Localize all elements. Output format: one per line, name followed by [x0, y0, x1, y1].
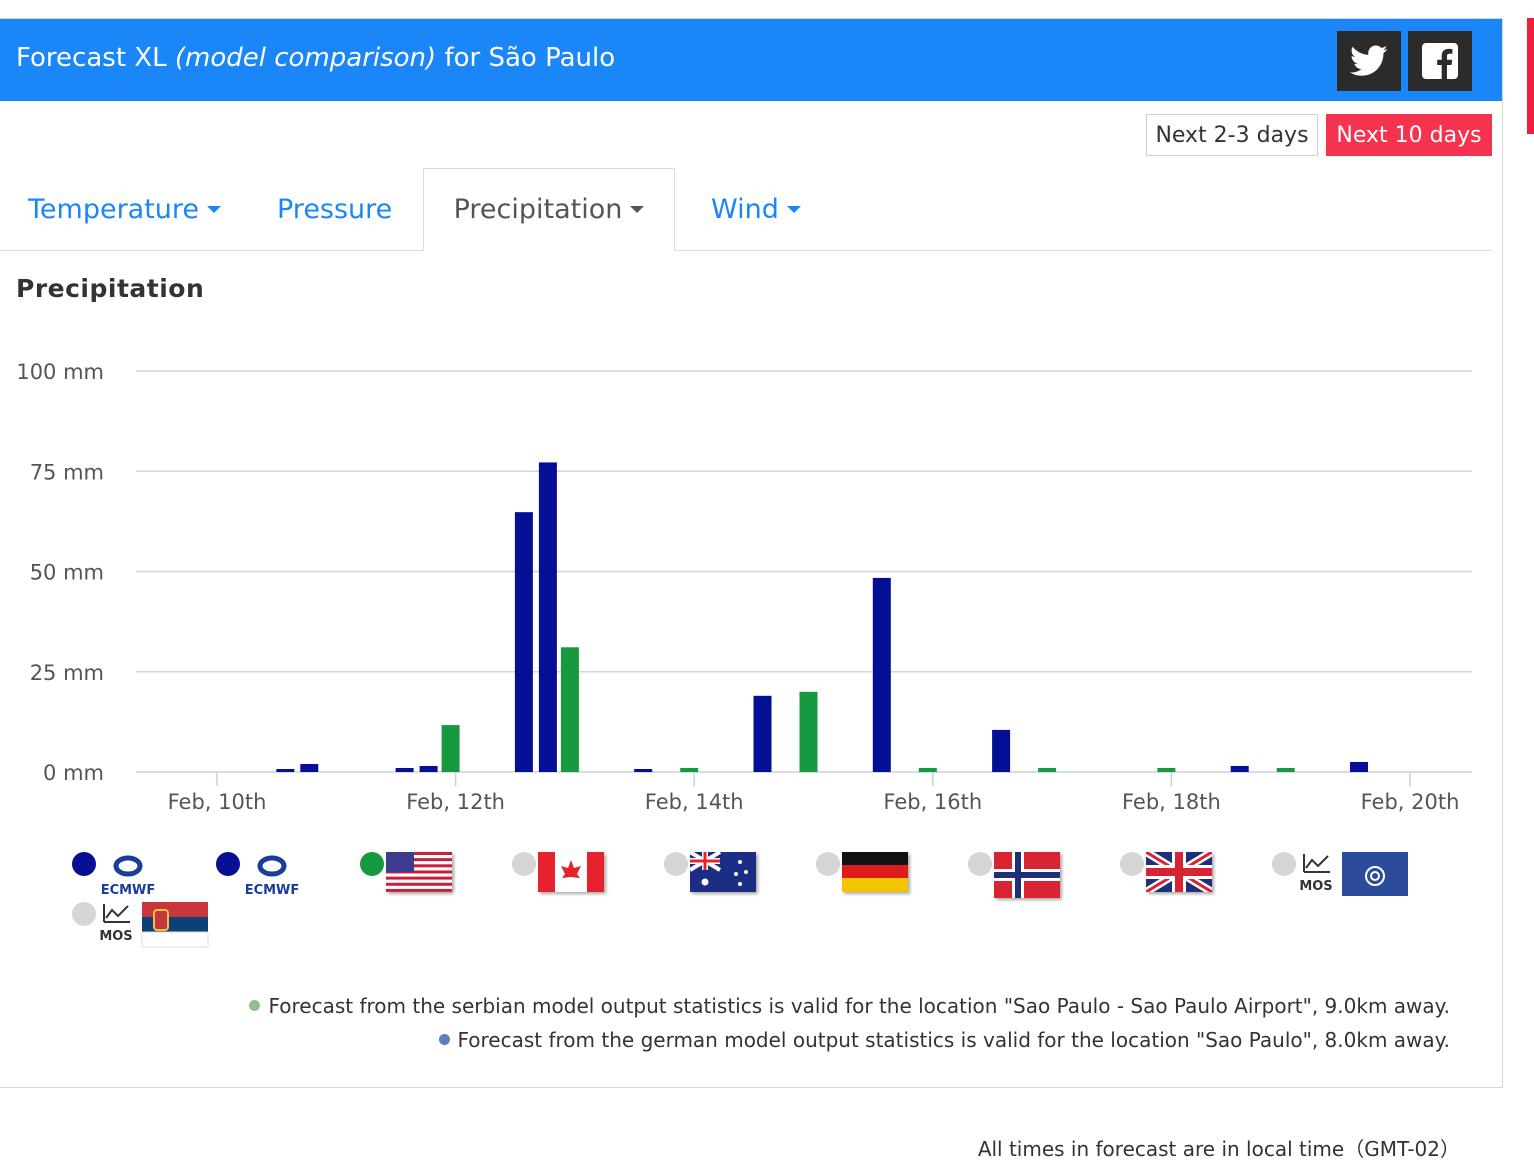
x-tick-label: Feb, 14th: [645, 790, 744, 814]
bar-gfs: [560, 647, 579, 772]
page-title: Forecast XL (model comparison) for São P…: [16, 43, 615, 73]
y-tick-label: 25 mm: [30, 661, 104, 685]
y-tick-label: 50 mm: [30, 561, 104, 585]
x-tick-label: Feb, 12th: [406, 790, 505, 814]
legend-toggle-dot[interactable]: [1120, 852, 1144, 876]
serbian-mos-note: Forecast from the serbian model output s…: [249, 994, 1450, 1018]
legend-item-australia[interactable]: [664, 850, 804, 906]
tab-temperature-label: Temperature: [28, 193, 200, 225]
bar-gfs: [680, 767, 699, 772]
legend-item-canada[interactable]: [512, 852, 652, 906]
bar-ecmwf: [538, 462, 557, 772]
legend-item-serbia-mos[interactable]: MOS: [72, 902, 212, 956]
legend-toggle-dot[interactable]: [72, 852, 96, 876]
bar-gfs: [1157, 767, 1176, 772]
tab-bar: Temperature Pressure Precipitation Wind: [0, 168, 1492, 251]
tab-pressure[interactable]: Pressure: [277, 168, 392, 250]
legend-item-ecmwf[interactable]: ECMWF: [72, 852, 212, 906]
ecmwf-logo-icon: ECMWF: [98, 852, 168, 902]
tab-temperature[interactable]: Temperature: [28, 168, 222, 250]
australia-flag-icon: [688, 850, 756, 896]
tab-wind[interactable]: Wind: [711, 168, 801, 250]
twitter-icon: [1350, 45, 1388, 76]
next-10-days-button[interactable]: Next 10 days: [1326, 114, 1492, 156]
legend-item-ecmwf[interactable]: ECMWF: [216, 852, 356, 906]
bar-ecmwf: [276, 769, 295, 772]
bar-gfs: [441, 725, 460, 772]
legend-item-dwd-mos[interactable]: MOS: [1272, 852, 1412, 906]
twitter-share-button[interactable]: [1337, 31, 1401, 91]
forecast-card: Forecast XL (model comparison) for São P…: [0, 18, 1503, 1088]
legend-toggle-dot[interactable]: [816, 852, 840, 876]
legend-toggle-dot[interactable]: [512, 852, 536, 876]
y-tick-label: 75 mm: [30, 460, 104, 484]
legend-item-germany[interactable]: [816, 852, 956, 906]
ecmwf-logo-icon: ECMWF: [242, 852, 312, 902]
bar-ecmwf: [395, 767, 414, 772]
caret-down-icon: [786, 205, 801, 213]
legend-item-usa[interactable]: [360, 852, 500, 906]
y-tick-label: 100 mm: [16, 360, 104, 384]
title-italic: (model comparison): [174, 43, 437, 73]
mos-dwd-icon: MOS: [1298, 852, 1410, 902]
norway-flag-icon: [994, 852, 1060, 902]
svg-text:MOS: MOS: [99, 929, 132, 944]
bar-ecmwf: [419, 765, 438, 772]
legend-toggle-dot[interactable]: [360, 852, 384, 876]
legend-toggle-dot[interactable]: [968, 852, 992, 876]
svg-text:MOS: MOS: [1299, 879, 1332, 894]
legend-item-uk[interactable]: [1120, 848, 1260, 906]
y-tick-label: 0 mm: [43, 761, 104, 785]
chart-title: Precipitation: [16, 274, 205, 303]
facebook-share-button[interactable]: [1408, 31, 1472, 91]
bar-gfs: [918, 767, 937, 772]
bar-ecmwf: [872, 577, 891, 772]
bar-gfs: [1038, 767, 1057, 772]
tab-pressure-label: Pressure: [277, 193, 393, 225]
precipitation-chart: 0 mm 25 mm 50 mm 75 mm 100 mm Feb, 10th Feb, 1…: [16, 360, 1472, 814]
uk-flag-icon: [1143, 848, 1215, 896]
bar-ecmwf: [992, 729, 1011, 772]
next-2-3-days-button[interactable]: Next 2-3 days: [1146, 114, 1318, 156]
bar-gfs: [1276, 767, 1295, 772]
x-tick-label: Feb, 10th: [168, 790, 267, 814]
x-tick-label: Feb, 18th: [1122, 790, 1221, 814]
bar-ecmwf: [1230, 765, 1249, 772]
svg-text:ECMWF: ECMWF: [245, 883, 300, 898]
timezone-note: All times in forecast are in local time（…: [977, 1137, 1460, 1161]
note-text: Forecast from the serbian model output s…: [268, 994, 1450, 1018]
tab-precipitation[interactable]: Precipitation: [423, 168, 675, 251]
legend-toggle-dot[interactable]: [72, 902, 96, 926]
note-dot: [438, 1034, 450, 1045]
bar-gfs: [799, 691, 818, 772]
bar-ecmwf: [753, 695, 772, 772]
caret-down-icon: [630, 206, 645, 213]
legend-toggle-dot[interactable]: [1272, 852, 1296, 876]
legend-item-norway[interactable]: [968, 852, 1108, 906]
bar-ecmwf: [1350, 761, 1368, 772]
germany-flag-icon: [842, 852, 908, 896]
title-suffix: for São Paulo: [444, 43, 616, 73]
tab-wind-label: Wind: [711, 193, 779, 225]
svg-text:ECMWF: ECMWF: [101, 883, 156, 898]
caret-down-icon: [207, 205, 222, 213]
german-mos-note: Forecast from the german model output st…: [438, 1028, 1451, 1052]
note-dot: [249, 1000, 261, 1011]
facebook-icon: [1422, 43, 1458, 79]
title-prefix: Forecast XL: [16, 43, 167, 73]
canada-flag-icon: [538, 852, 604, 896]
mos-serbia-icon: MOS: [98, 902, 210, 954]
bar-ecmwf: [514, 512, 533, 772]
bar-ecmwf: [300, 763, 319, 772]
x-tick-label: Feb, 20th: [1361, 790, 1460, 814]
usa-flag-icon: [386, 852, 452, 896]
legend-toggle-dot[interactable]: [216, 852, 240, 876]
tab-precipitation-label: Precipitation: [453, 194, 623, 225]
note-text: Forecast from the german model output st…: [457, 1028, 1451, 1052]
legend-toggle-dot[interactable]: [664, 852, 688, 876]
header-bar: Forecast XL (model comparison) for São P…: [0, 19, 1502, 101]
scroll-indicator[interactable]: [1527, 18, 1534, 134]
x-tick-label: Feb, 16th: [883, 790, 982, 814]
bar-ecmwf: [634, 769, 653, 772]
